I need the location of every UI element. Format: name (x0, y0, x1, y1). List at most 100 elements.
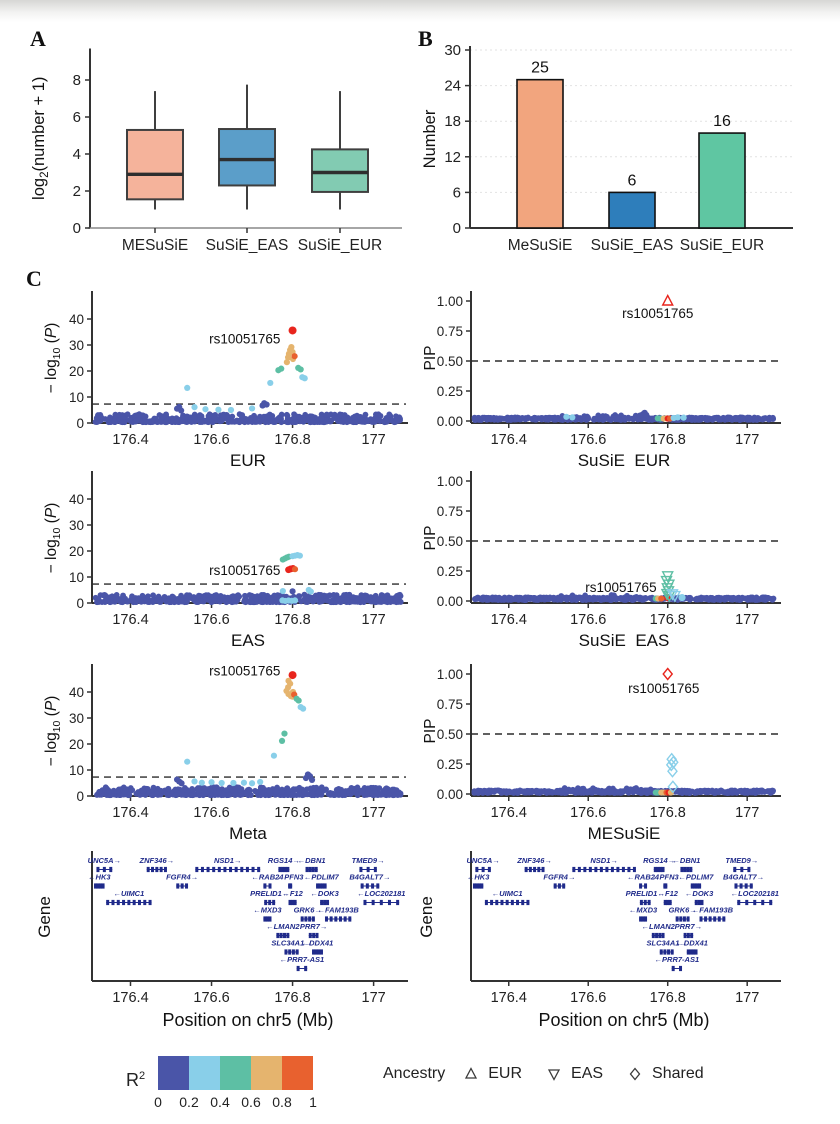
r2-colorbar-ticks: 0 0.2 0.4 0.6 0.8 1 (154, 1094, 317, 1112)
gene-track-left-panel: 176.4 176.6 176.8 177 UNC5A→ ZNF346→ NSD1→ RGS1… (18, 843, 415, 1033)
svg-text:176.6: 176.6 (193, 432, 229, 448)
panel-b-label: B (418, 26, 433, 51)
svg-text:0.50: 0.50 (437, 354, 463, 369)
svg-text:PIP: PIP (422, 346, 439, 371)
svg-text:GRK6→: GRK6→ (668, 906, 696, 915)
svg-text:NSD1→: NSD1→ (214, 856, 242, 865)
svg-text:←DDX41: ←DDX41 (676, 939, 708, 948)
svg-text:EAS: EAS (231, 631, 265, 648)
svg-text:2: 2 (73, 183, 81, 200)
svg-text:176.4: 176.4 (112, 990, 148, 1006)
svg-text:176.6: 176.6 (570, 990, 606, 1006)
svg-text:176.8: 176.8 (274, 805, 310, 821)
svg-text:rs10051765: rs10051765 (209, 332, 280, 347)
ancestry-item-shared: Shared (627, 1065, 704, 1083)
svg-text:←DOK3: ←DOK3 (685, 889, 714, 898)
svg-text:40: 40 (69, 312, 84, 327)
svg-text:TMED9→: TMED9→ (725, 856, 758, 865)
svg-text:rs10051765: rs10051765 (585, 580, 656, 595)
svg-text:0.25: 0.25 (437, 564, 463, 579)
svg-text:0.75: 0.75 (437, 697, 463, 712)
ancestry-item-eur: EUR (463, 1065, 522, 1083)
svg-text:176.4: 176.4 (491, 432, 527, 448)
svg-text:0: 0 (76, 416, 84, 431)
svg-text:←MXD3: ←MXD3 (253, 906, 282, 915)
svg-text:176.4: 176.4 (491, 805, 527, 821)
svg-text:FGFR4→: FGFR4→ (166, 873, 198, 882)
svg-text:− log10 (P): − log10 (P) (43, 696, 63, 767)
svg-text:SuSiE_EUR: SuSiE_EUR (680, 237, 764, 254)
svg-text:←RAB24: ←RAB24 (627, 873, 660, 882)
svg-text:30: 30 (69, 711, 84, 726)
svg-text:rs10051765: rs10051765 (209, 563, 280, 578)
locuszoom-meta-panel: 0 10 20 30 40 176.4 176.6 176.8 177 rs10051765 Met… (18, 656, 415, 843)
svg-text:1.00: 1.00 (437, 667, 463, 682)
svg-text:177: 177 (362, 805, 386, 821)
svg-text:SuSiE_EUR: SuSiE_EUR (298, 237, 382, 254)
svg-text:←F12: ←F12 (282, 889, 303, 898)
svg-text:ZNF346→: ZNF346→ (516, 856, 552, 865)
svg-text:PRR7→: PRR7→ (300, 922, 328, 931)
ancestry-label: Ancestry (383, 1065, 446, 1082)
svg-text:←PFN3: ←PFN3 (652, 873, 680, 882)
svg-text:177: 177 (362, 990, 386, 1006)
svg-text:40: 40 (69, 685, 84, 700)
svg-text:RGS14→: RGS14→ (643, 856, 675, 865)
svg-text:←LMAN2: ←LMAN2 (642, 922, 676, 931)
svg-text:30: 30 (69, 338, 84, 353)
locuszoom-eur-panel: 0 10 20 30 40 176.4 176.6 176.8 177 rs10051765 EUR… (18, 283, 415, 470)
svg-text:0: 0 (73, 220, 81, 237)
svg-text:ZNF346→: ZNF346→ (139, 856, 175, 865)
svg-text:177: 177 (735, 612, 759, 628)
svg-text:177: 177 (362, 612, 386, 628)
ancestry-item-label: EUR (488, 1065, 523, 1082)
page-top-shading (0, 0, 840, 22)
svg-text:0.00: 0.00 (437, 594, 463, 609)
svg-text:SLC34A1→: SLC34A1→ (271, 939, 311, 948)
svg-text:UNC5A→: UNC5A→ (88, 856, 121, 865)
svg-text:176.4: 176.4 (112, 612, 148, 628)
svg-text:40: 40 (69, 492, 84, 507)
svg-text:− log10 (P): − log10 (P) (43, 503, 63, 574)
svg-text:16: 16 (713, 113, 731, 130)
svg-text:←UIMC1: ←UIMC1 (113, 889, 144, 898)
svg-text:EUR: EUR (230, 451, 266, 468)
svg-text:rs10051765: rs10051765 (209, 664, 280, 679)
r2-tick-label: 0 (154, 1094, 162, 1110)
panel-c-label: C (26, 266, 42, 291)
svg-text:176.8: 176.8 (274, 990, 310, 1006)
svg-text:177: 177 (735, 432, 759, 448)
r2-color-swatch (189, 1056, 220, 1090)
svg-text:FGFR4→: FGFR4→ (543, 873, 575, 882)
svg-text:0.75: 0.75 (437, 504, 463, 519)
svg-text:− log10 (P): − log10 (P) (43, 323, 63, 394)
r2-label: R2 (126, 1070, 146, 1090)
svg-text:12: 12 (444, 149, 461, 166)
svg-text:TMED9→: TMED9→ (352, 856, 385, 865)
svg-text:176.8: 176.8 (650, 990, 686, 1006)
svg-text:1.00: 1.00 (437, 474, 463, 489)
svg-text:Gene: Gene (417, 896, 436, 938)
svg-text:B4GALT7→: B4GALT7→ (723, 873, 764, 882)
svg-text:←PDLIM7: ←PDLIM7 (678, 873, 714, 882)
svg-text:RGS14→: RGS14→ (268, 856, 300, 865)
svg-text:176.6: 176.6 (570, 612, 606, 628)
svg-text:←DBN1: ←DBN1 (672, 856, 700, 865)
svg-text:176.6: 176.6 (570, 432, 606, 448)
svg-text:SuSiE_EAS: SuSiE_EAS (579, 631, 670, 648)
svg-text:0.00: 0.00 (437, 787, 463, 802)
svg-text:←PRR7-AS1: ←PRR7-AS1 (655, 955, 700, 964)
ancestry-item-label: Shared (652, 1065, 704, 1082)
svg-text:←MXD3: ←MXD3 (629, 906, 658, 915)
svg-text:10: 10 (69, 763, 84, 778)
r2-legend: R2 0 0.2 0.4 0.6 0.8 1 (126, 1052, 366, 1118)
svg-text:MESuSiE: MESuSiE (588, 824, 661, 841)
svg-text:0.50: 0.50 (437, 534, 463, 549)
svg-text:20: 20 (69, 544, 84, 559)
svg-text:176.4: 176.4 (491, 990, 527, 1006)
tri-down-icon (547, 1069, 561, 1081)
ancestry-item-eas: EAS (546, 1065, 603, 1083)
svg-text:rs10051765: rs10051765 (628, 681, 699, 696)
svg-text:0: 0 (76, 789, 84, 804)
svg-text:MeSuSiE: MeSuSiE (508, 237, 573, 254)
